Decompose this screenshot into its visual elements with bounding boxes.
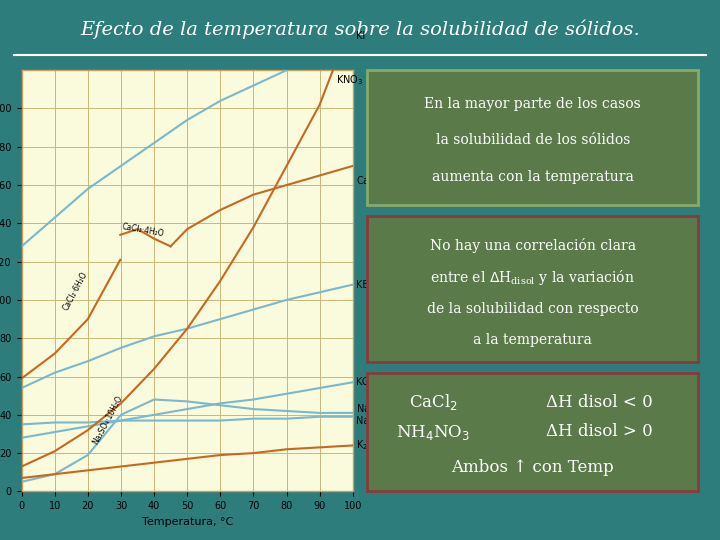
Text: aumenta con la temperatura: aumenta con la temperatura — [432, 170, 634, 184]
FancyBboxPatch shape — [367, 70, 698, 205]
FancyBboxPatch shape — [367, 373, 698, 491]
Text: NH$_4$NO$_3$: NH$_4$NO$_3$ — [397, 422, 470, 442]
Text: Na$_2$SO$_4$: Na$_2$SO$_4$ — [356, 402, 394, 416]
Text: a la temperatura: a la temperatura — [473, 333, 593, 347]
Text: de la solubilidad con respecto: de la solubilidad con respecto — [427, 302, 639, 316]
Text: NaCl: NaCl — [356, 416, 379, 426]
Text: En la mayor parte de los casos: En la mayor parte de los casos — [424, 97, 642, 111]
Text: Efecto de la temperatura sobre la solubilidad de sólidos.: Efecto de la temperatura sobre la solubi… — [80, 19, 640, 39]
Text: K$_2$SO$_4$: K$_2$SO$_4$ — [356, 438, 387, 453]
FancyBboxPatch shape — [367, 216, 698, 362]
Text: KCl: KCl — [356, 377, 372, 387]
Text: ΔH disol < 0: ΔH disol < 0 — [546, 394, 652, 411]
Text: No hay una correlación clara: No hay una correlación clara — [430, 238, 636, 253]
Text: KI: KI — [356, 31, 365, 40]
Text: KBr: KBr — [356, 280, 373, 289]
Text: entre el $\Delta$H$_{\mathregular{disol}}$ y la variación: entre el $\Delta$H$_{\mathregular{disol}… — [431, 268, 635, 287]
Text: ΔH disol > 0: ΔH disol > 0 — [546, 423, 652, 441]
Text: CaCl$_2$: CaCl$_2$ — [356, 174, 384, 188]
Text: CaCl₂·6H₂O: CaCl₂·6H₂O — [61, 269, 89, 312]
X-axis label: Temperatura, °C: Temperatura, °C — [142, 517, 233, 526]
Text: la solubilidad de los sólidos: la solubilidad de los sólidos — [436, 133, 630, 147]
Text: Ambos ↑ con Temp: Ambos ↑ con Temp — [451, 459, 614, 476]
Text: KNO$_3$: KNO$_3$ — [336, 73, 364, 87]
Text: CaCl$_2$: CaCl$_2$ — [409, 392, 458, 413]
Text: CaCl₂·4H₂O: CaCl₂·4H₂O — [121, 222, 164, 239]
Text: Na₂SO₄·10H₂O: Na₂SO₄·10H₂O — [91, 394, 125, 445]
